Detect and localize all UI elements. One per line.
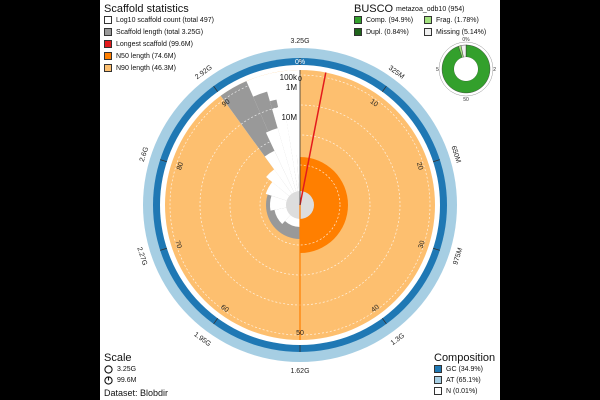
scaffold-count-step-2: [270, 195, 289, 211]
gc-zero-label: 0%: [295, 59, 305, 66]
length-tick-label: 1.95G: [192, 331, 212, 348]
legend-label: AT (65.1%): [446, 376, 481, 384]
busco-ring-chart: 0% 25 50 75: [436, 37, 496, 102]
percent-tick-label: 0: [298, 76, 302, 83]
legend-n50: N50 length (74.6M): [104, 52, 176, 60]
percent-tick-label: 40: [370, 304, 381, 314]
swatch-light-blue: [434, 376, 442, 384]
scaffold-statistics-title: Scaffold statistics: [104, 3, 189, 15]
longest-scaffold-line: [299, 72, 327, 206]
percent-tick: [381, 318, 387, 325]
legend-label: Frag. (1.78%): [436, 16, 479, 24]
legend-busco-duplicated: Dupl. (0.84%): [354, 28, 409, 36]
percent-tick: [213, 85, 219, 92]
busco-title: BUSCO: [354, 3, 394, 15]
percent-tick: [433, 247, 440, 251]
legend-scaffold-count: Log10 scaffold count (total 497): [104, 16, 214, 24]
busco-tick-label: 75: [436, 67, 439, 73]
length-tick-label: 2.27G: [135, 246, 148, 266]
clock-icon: [104, 376, 113, 385]
legend-label: Scaffold length (total 3.25G): [116, 28, 204, 36]
scale-total-length: 3.25G: [104, 365, 136, 374]
percent-tick: [433, 159, 440, 163]
legend-n90: N90 length (46.3M): [104, 64, 176, 72]
scaffold-count-step-8: [281, 85, 300, 194]
scaffold-count-step-7: [272, 106, 299, 194]
snail-plot: 01020304050607080903.25G325M650M975M1.3G…: [135, 38, 464, 375]
legend-busco-fragmented: Frag. (1.78%): [424, 16, 479, 24]
legend-label: GC (34.9%): [446, 365, 483, 373]
busco-tick-label: 0%: [462, 37, 470, 43]
scaffold-count-step-3: [265, 182, 291, 202]
percent-tick: [381, 85, 387, 92]
legend-label: Longest scaffold (99.6M): [116, 40, 193, 48]
scale-total-length-label: 3.25G: [117, 366, 137, 373]
swatch-blue: [434, 365, 442, 373]
percent-tick-label: 30: [418, 240, 427, 250]
busco-centre: [454, 57, 478, 81]
count-axis-label: 100k: [280, 73, 298, 82]
legend-busco-complete: Comp. (94.9%): [354, 16, 413, 24]
legend-gc: GC (34.9%): [434, 365, 483, 373]
count-axis-label: 1M: [286, 83, 297, 92]
n50-area: [300, 157, 348, 253]
swatch-green: [354, 16, 362, 24]
scale-title: Scale: [104, 352, 132, 364]
busco-lineage: metazoa_odb10 (954): [396, 6, 465, 13]
legend-label: Comp. (94.9%): [366, 16, 414, 24]
busco-tick-label: 50: [463, 97, 469, 102]
legend-label: Log10 scaffold count (total 497): [116, 16, 214, 24]
scaffold-count-step-4: [266, 169, 293, 198]
length-tick-label: 3.25G: [290, 38, 309, 45]
length-tick-label: 975M: [452, 247, 464, 266]
length-tick-label: 650M: [449, 145, 461, 164]
count-axis-label: 10M: [281, 113, 297, 122]
circle-icon: [104, 365, 113, 374]
percent-tick-label: 70: [173, 240, 182, 250]
swatch-grey: [104, 28, 112, 36]
swatch-light-orange: [104, 64, 112, 72]
legend-label: N (0.01%): [446, 387, 478, 395]
percent-tick-label: 50: [296, 330, 304, 337]
percent-tick: [160, 159, 167, 163]
snail-plot-panel: 0 10 20 30 40 50 60 70 80 90 3.25G 325M 650M 975M 1.3G…: [100, 0, 500, 400]
percent-tick-label: 90: [221, 98, 232, 108]
busco-lineage-label: metazoa_odb10 (954): [396, 6, 465, 13]
legend-scaffold-length: Scaffold length (total 3.25G): [104, 28, 203, 36]
swatch-dark-green: [354, 28, 362, 36]
legend-label: Missing (5.14%): [436, 28, 487, 36]
scaffold-count-step-1: [274, 207, 292, 224]
busco-tick-label: 25: [493, 67, 496, 73]
percent-tick-label: 80: [176, 161, 185, 171]
percent-tick-label: 10: [369, 98, 380, 108]
percent-tick-label: 60: [219, 304, 230, 314]
dataset-label: Dataset: Blobdir: [104, 388, 169, 398]
scaffold-count-step-6: [265, 128, 297, 195]
legend-n: N (0.01%): [434, 387, 478, 395]
swatch-white: [434, 387, 442, 395]
scaffold-count-step-5: [264, 150, 295, 196]
legend-busco-missing: Missing (5.14%): [424, 28, 486, 36]
swatch-light-green: [424, 16, 432, 24]
legend-label: Dupl. (0.84%): [366, 28, 409, 36]
swatch-white: [104, 16, 112, 24]
composition-title: Composition: [434, 352, 496, 364]
length-tick-label: 1.62G: [290, 368, 309, 375]
swatch-light-grey: [424, 28, 432, 36]
percent-tick-label: 20: [415, 161, 424, 171]
swatch-red: [104, 40, 112, 48]
percent-tick: [160, 247, 167, 251]
legend-at: AT (65.1%): [434, 376, 481, 384]
scale-longest-label: 99.6M: [117, 377, 137, 384]
scale-longest: 99.6M: [104, 376, 136, 385]
legend-label: N90 length (46.3M): [116, 64, 176, 72]
swatch-orange: [104, 52, 112, 60]
length-tick-label: 2.6G: [139, 146, 150, 163]
legend-label: N50 length (74.6M): [116, 52, 176, 60]
length-tick-label: 1.3G: [390, 332, 406, 347]
busco-outer-guide: [438, 41, 494, 97]
legend-longest-scaffold: Longest scaffold (99.6M): [104, 40, 193, 48]
percent-tick: [213, 318, 219, 325]
